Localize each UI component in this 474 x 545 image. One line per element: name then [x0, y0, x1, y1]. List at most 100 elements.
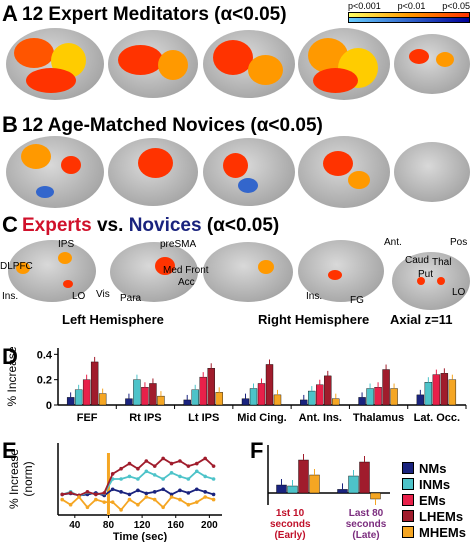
e-point-mhems — [194, 500, 199, 504]
panel-b-brains — [0, 132, 474, 212]
brain-a-left-medial — [108, 30, 198, 98]
d-bar-mhems — [98, 393, 107, 406]
e-point-mhems — [152, 497, 157, 502]
d-bar-mhems — [448, 379, 457, 406]
e-point-lhems — [152, 464, 157, 468]
e-point-lhems — [186, 464, 191, 468]
e-point-inms — [152, 473, 157, 477]
label-lo-left: LO — [72, 291, 86, 302]
legend-item-mhems: MHEMs — [402, 524, 472, 540]
legend-swatch — [402, 494, 414, 506]
e-point-nms — [110, 487, 115, 492]
e-point-lhems — [194, 461, 199, 466]
e-point-inms — [136, 477, 140, 481]
e-point-inms — [211, 477, 216, 481]
e-xtick-label: 40 — [69, 520, 81, 531]
panel-f-chart — [267, 445, 390, 505]
f-bar-mhems — [309, 474, 320, 494]
brain-c-axial — [392, 252, 470, 310]
d-category-label: Mid Cing. — [237, 412, 287, 424]
d-category-label: Lat. Occ. — [414, 412, 460, 424]
e-point-inms — [119, 477, 123, 481]
e-point-nms — [169, 492, 174, 497]
d-bar-mhems — [215, 392, 223, 406]
e-point-lhems — [68, 491, 73, 495]
d-bar-nms — [183, 399, 191, 406]
d-bar-inms — [133, 379, 141, 406]
late-line-1: Last 80 — [348, 508, 384, 519]
legend-item-ems: EMs — [402, 492, 472, 508]
e-point-lhems — [119, 466, 123, 471]
panel-c-title-novices: Novices — [128, 215, 202, 236]
d-bar-nms — [66, 397, 75, 406]
d-bar-nms — [241, 398, 250, 406]
e-point-lhems — [144, 459, 149, 463]
caption-left-hemisphere: Left Hemisphere — [62, 312, 164, 327]
label-acc: Acc — [178, 277, 195, 288]
panel-c-title-alpha: (α<0.05) — [201, 215, 280, 236]
d-bar-lhems — [440, 373, 449, 406]
e-point-lhems — [60, 492, 65, 497]
panel-c-title-experts: Experts — [22, 215, 92, 236]
e-point-mhems — [127, 497, 132, 502]
brain-b-axial — [394, 142, 470, 202]
e-point-nms — [186, 491, 191, 495]
e-point-mhems — [186, 502, 191, 507]
e-point-inms — [161, 477, 165, 481]
d-category-label: Lt IPS — [188, 412, 219, 424]
e-point-mhems — [211, 497, 216, 502]
label-presma: preSMA — [160, 239, 197, 250]
panel-a-brains — [0, 22, 474, 102]
legend-label: NMs — [419, 460, 447, 476]
brain-c-left-medial — [110, 242, 198, 302]
panel-e-letter: E — [2, 438, 17, 463]
panel-d-letter: D — [2, 344, 18, 369]
legend-item-lhems: LHEMs — [402, 508, 472, 524]
d-category-label: Thalamus — [353, 412, 404, 424]
e-xtick-label: 160 — [167, 520, 184, 531]
caption-right-hemisphere: Right Hemisphere — [258, 312, 370, 327]
e-point-nms — [194, 487, 199, 492]
d-bar-nms — [125, 398, 133, 406]
brain-a-axial — [394, 34, 470, 94]
panel-f-early-label: 1st 10 seconds (Early) — [270, 508, 311, 541]
panel-d-chart: 0 0.2 0.4 % Increase FEF Rt IPS Lt IPS Mid Cing… — [5, 346, 467, 424]
panel-a-title: 12 Expert Meditators (α<0.05) — [22, 4, 287, 25]
d-bar-lhems — [90, 361, 99, 406]
f-bar-nms — [337, 489, 348, 494]
caption-axial: Axial z=11 — [390, 312, 453, 327]
e-point-lhems — [136, 466, 140, 471]
legend-label: INMs — [419, 476, 451, 492]
e-point-mhems — [77, 495, 81, 499]
d-bar-ems — [374, 387, 382, 406]
d-bar-lhems — [324, 375, 332, 406]
d-bar-nms — [358, 397, 366, 406]
f-bar-inms — [348, 475, 359, 494]
e-point-mhems — [203, 495, 207, 499]
e-point-inms — [144, 469, 149, 474]
e-point-inms — [169, 471, 174, 475]
e-point-lhems — [178, 459, 182, 463]
panel-f-late-label: Last 80 seconds (Late) — [342, 508, 390, 541]
e-point-mhems — [85, 505, 90, 510]
label-ins-left: Ins. — [2, 291, 19, 302]
brain-b-left-medial — [108, 138, 198, 206]
legend-item-nms: NMs — [402, 460, 472, 476]
e-point-mhems — [119, 508, 123, 512]
d-bar-lhems — [382, 369, 390, 406]
d-bar-lhems — [207, 368, 215, 406]
brain-b-left-lateral — [6, 136, 104, 208]
e-point-nms — [203, 490, 207, 494]
brain-a-right-medial — [203, 30, 295, 98]
e-point-mhems — [144, 495, 149, 499]
e-point-nms — [161, 487, 165, 492]
brain-b-right-lateral — [298, 136, 390, 208]
legend-swatch — [402, 478, 414, 490]
label-thal: Thal — [432, 257, 452, 268]
e-point-nms — [119, 490, 123, 494]
d-bar-mhems — [273, 394, 282, 406]
legend-item-inms: INMs — [402, 476, 472, 492]
brain-c-right-medial — [203, 242, 293, 302]
label-dlpfc: DLPFC — [0, 261, 33, 272]
brain-c-left-lateral — [8, 240, 96, 302]
